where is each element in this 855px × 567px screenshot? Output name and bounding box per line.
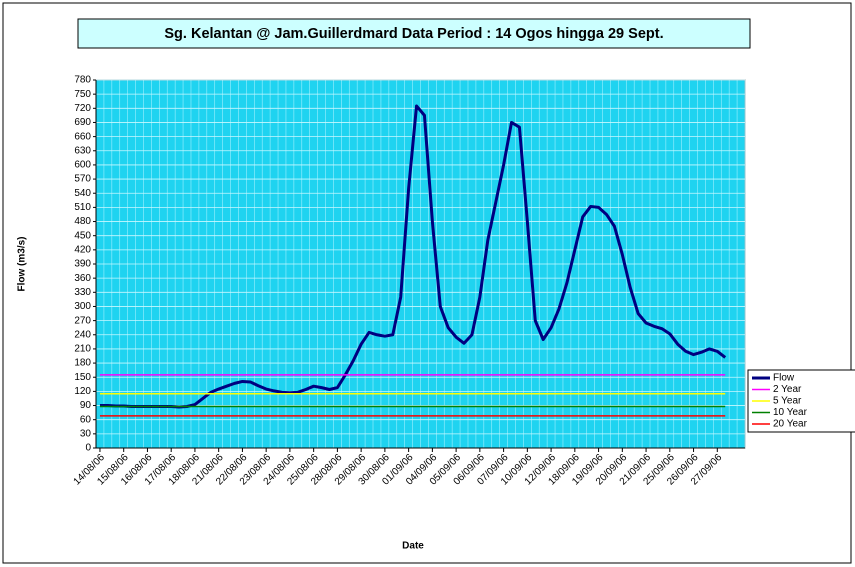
y-tick-label: 720	[74, 103, 91, 114]
y-tick-label: 630	[74, 145, 91, 156]
y-tick-label: 510	[74, 202, 91, 213]
legend-label: 5 Year	[773, 396, 802, 407]
y-tick-label: 450	[74, 230, 91, 241]
y-tick-label: 180	[74, 358, 91, 369]
legend-label: Flow	[773, 373, 795, 384]
y-tick-label: 360	[74, 273, 91, 284]
title-box	[77, 18, 751, 49]
y-tick-label: 60	[80, 414, 92, 425]
legend-label: 20 Year	[773, 419, 808, 430]
y-tick-label: 600	[74, 160, 91, 171]
y-tick-label: 750	[74, 89, 91, 100]
y-axis-label: Flow (m3/s)	[17, 236, 28, 291]
legend-label: 2 Year	[773, 384, 802, 395]
x-axis-label: Date	[402, 541, 424, 552]
y-tick-label: 780	[74, 75, 91, 86]
y-tick-label: 300	[74, 301, 91, 312]
y-tick-label: 420	[74, 244, 91, 255]
chart-title: Sg. Kelantan @ Jam.Guillerdmard Data Per…	[164, 26, 663, 42]
y-tick-label: 120	[74, 386, 91, 397]
y-tick-label: 390	[74, 259, 91, 270]
y-tick-label: 570	[74, 174, 91, 185]
y-tick-label: 690	[74, 117, 91, 128]
y-tick-label: 270	[74, 315, 91, 326]
y-tick-label: 30	[80, 428, 92, 439]
y-tick-label: 90	[80, 400, 92, 411]
y-tick-label: 330	[74, 287, 91, 298]
y-tick-label: 150	[74, 372, 91, 383]
y-tick-label: 0	[85, 443, 91, 454]
y-tick-label: 480	[74, 216, 91, 227]
y-tick-label: 210	[74, 344, 91, 355]
flow-line	[99, 104, 727, 409]
y-tick-label: 660	[74, 131, 91, 142]
y-tick-label: 240	[74, 329, 91, 340]
legend-label: 10 Year	[773, 407, 808, 418]
y-tick-label: 540	[74, 188, 91, 199]
